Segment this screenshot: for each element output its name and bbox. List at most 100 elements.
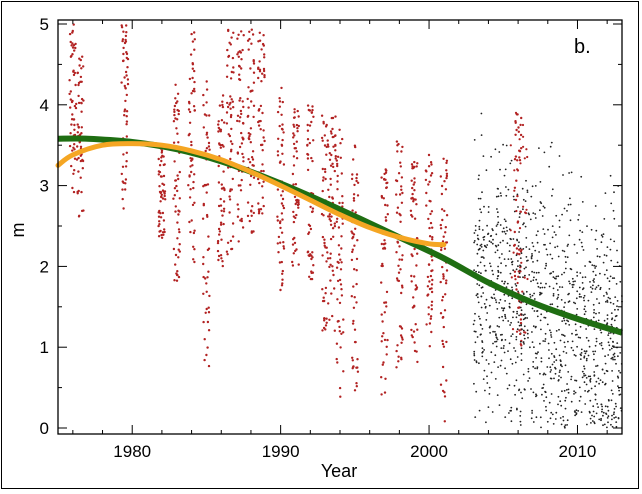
red-data-point [122, 52, 125, 56]
red-data-point [333, 169, 336, 173]
black-data-point [507, 188, 510, 191]
red-data-point [177, 228, 181, 231]
red-data-point [225, 75, 229, 79]
black-data-point [605, 269, 608, 272]
black-data-point [503, 230, 506, 233]
black-data-point [502, 347, 505, 349]
red-data-point [221, 100, 224, 103]
red-data-point [415, 203, 418, 206]
black-data-point [514, 283, 517, 285]
black-data-point [610, 399, 613, 402]
black-data-point [548, 349, 550, 351]
red-data-point [72, 118, 76, 121]
red-data-point [332, 273, 335, 277]
black-data-point [585, 359, 588, 362]
red-data-point [193, 87, 196, 91]
red-data-point [397, 360, 400, 363]
red-data-point [321, 139, 324, 142]
red-data-point [518, 159, 522, 162]
red-data-point [125, 123, 128, 126]
black-data-point [514, 393, 516, 396]
black-data-point [594, 385, 596, 388]
red-data-point [126, 82, 130, 86]
black-data-point [616, 375, 619, 378]
red-data-point [412, 330, 416, 333]
black-data-point [580, 411, 583, 413]
panel-label: b. [574, 36, 591, 58]
red-data-point [219, 146, 222, 149]
red-data-point [321, 288, 324, 291]
black-data-point [566, 245, 569, 247]
red-data-point [522, 145, 525, 148]
red-data-point [252, 71, 256, 74]
red-data-point [515, 247, 519, 250]
red-data-point [293, 125, 296, 128]
red-data-point [384, 242, 387, 245]
red-data-point [191, 40, 195, 43]
black-data-point [490, 155, 492, 158]
black-data-point [574, 354, 577, 357]
red-data-point [398, 245, 401, 248]
black-data-point [612, 209, 615, 212]
red-data-point [73, 123, 76, 127]
black-data-point [479, 261, 482, 264]
black-data-point [536, 259, 539, 262]
red-data-point [338, 301, 342, 305]
red-data-point [191, 164, 194, 167]
black-data-point [494, 340, 496, 343]
black-data-point [510, 420, 513, 423]
black-data-point [590, 387, 593, 390]
red-data-point [78, 64, 81, 67]
black-data-point [584, 310, 587, 313]
black-data-point [522, 248, 525, 250]
red-data-point [336, 361, 339, 364]
black-data-point [477, 296, 479, 299]
red-data-point [205, 101, 208, 104]
black-data-point [556, 245, 559, 248]
red-data-point [395, 277, 399, 280]
red-data-point [413, 341, 416, 344]
black-data-point [563, 250, 566, 253]
red-data-point [77, 83, 80, 87]
black-data-point [473, 241, 475, 244]
black-data-point [477, 197, 480, 200]
red-data-point [385, 353, 388, 356]
black-data-point [528, 274, 531, 276]
y-axis-title: m [8, 223, 28, 238]
red-data-point [323, 299, 326, 303]
red-data-point [412, 200, 415, 203]
red-data-point [68, 79, 71, 82]
red-data-point [431, 238, 434, 241]
red-data-point [228, 198, 232, 201]
red-data-point [412, 183, 415, 186]
black-data-point [481, 341, 484, 343]
red-data-point [512, 251, 515, 254]
red-data-point [276, 215, 279, 218]
red-data-point [325, 321, 328, 324]
black-data-point [521, 397, 524, 400]
black-data-point [544, 267, 547, 270]
red-data-point [75, 102, 78, 106]
black-data-point [586, 225, 588, 228]
black-data-point [476, 243, 479, 246]
red-data-point [79, 159, 83, 163]
black-data-point [553, 277, 556, 280]
red-data-point [207, 141, 211, 145]
black-data-point [591, 420, 594, 422]
black-data-point [607, 421, 609, 424]
red-data-point [174, 210, 177, 213]
red-data-point [277, 235, 281, 239]
red-data-point [411, 254, 414, 258]
red-data-point [124, 38, 127, 42]
black-data-point [474, 229, 477, 232]
black-data-point [550, 352, 553, 355]
red-data-point [308, 124, 312, 127]
red-data-point [439, 312, 443, 315]
black-data-point [617, 355, 619, 358]
black-data-point [557, 255, 560, 258]
black-data-point [617, 385, 619, 387]
black-data-point [558, 375, 560, 377]
red-data-point [177, 248, 180, 251]
red-data-point [74, 42, 77, 46]
red-data-point [221, 214, 224, 217]
